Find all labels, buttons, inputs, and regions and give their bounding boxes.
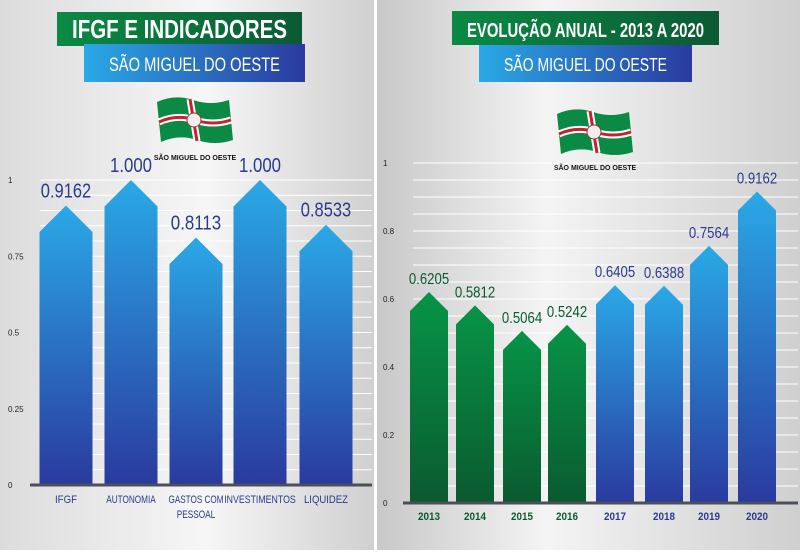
data-label: 0.5812 xyxy=(455,284,495,301)
y-tick-label: 0 xyxy=(8,481,13,490)
bar-investimentos xyxy=(233,180,287,485)
chart-subtitle: SÃO MIGUEL DO OESTE xyxy=(109,54,280,76)
municipal-flag-logo xyxy=(557,109,633,155)
data-label: 0.5064 xyxy=(502,310,542,327)
y-tick-label: 0.75 xyxy=(8,252,24,261)
bar-2013 xyxy=(410,292,448,503)
x-tick-label: INVESTIMENTOS xyxy=(224,494,296,506)
logo-caption: SÃO MIGUEL DO OESTE xyxy=(554,163,637,172)
x-tick-label: 2020 xyxy=(746,511,768,523)
y-tick-label: 0.4 xyxy=(383,363,395,372)
bar-gastos-com-pessoal xyxy=(169,237,223,485)
subtitle-banner xyxy=(479,45,692,82)
title-banner xyxy=(57,12,302,46)
y-tick-label: 0.5 xyxy=(8,329,20,338)
x-tick-label: 2014 xyxy=(464,511,487,523)
bar-2019 xyxy=(690,245,728,503)
bar-2014 xyxy=(456,305,494,503)
y-tick-label: 0 xyxy=(383,499,388,508)
bar-2015 xyxy=(503,330,541,503)
data-label: 0.6205 xyxy=(409,271,449,288)
bar-2020 xyxy=(738,191,776,503)
y-tick-label: 1 xyxy=(383,159,388,168)
y-tick-label: 0.6 xyxy=(383,295,395,304)
x-tick-label: GASTOS COM xyxy=(169,494,224,506)
chart-subtitle: SÃO MIGUEL DO OESTE xyxy=(504,54,667,75)
x-tick-label: 2018 xyxy=(653,511,675,523)
municipal-flag-logo xyxy=(157,97,233,143)
logo-caption: SÃO MIGUEL DO OESTE xyxy=(154,153,237,162)
y-tick-label: 1 xyxy=(8,176,13,185)
data-label: 0.8533 xyxy=(301,200,351,222)
data-label: 0.5242 xyxy=(547,304,587,321)
y-tick-label: 0.25 xyxy=(8,405,24,414)
data-label: 0.8113 xyxy=(171,213,221,235)
x-tick-label: LIQUIDEZ xyxy=(304,494,348,506)
data-label: 1.000 xyxy=(110,155,152,177)
x-tick-label: 2016 xyxy=(556,511,578,523)
data-label: 0.6405 xyxy=(595,264,635,281)
y-tick-label: 0.2 xyxy=(383,431,395,440)
bar-liquidez xyxy=(299,224,353,485)
bar-autonomia xyxy=(104,180,158,485)
data-label: 0.9162 xyxy=(41,181,91,203)
x-tick-label: IFGF xyxy=(55,494,77,506)
data-label: 0.7564 xyxy=(689,225,729,242)
bar-2017 xyxy=(596,285,634,503)
y-tick-label: 0.8 xyxy=(383,227,395,236)
x-tick-label: AUTONOMIA xyxy=(106,494,156,506)
x-tick-label: 2019 xyxy=(698,511,720,523)
data-label: 0.9162 xyxy=(737,170,777,187)
chart-title: EVOLUÇÃO ANUAL - 2013 A 2020 xyxy=(467,19,704,42)
chart-title: IFGF E INDICADORES xyxy=(72,14,287,44)
bar-2016 xyxy=(548,324,586,503)
x-tick-label: PESSOAL xyxy=(177,509,216,521)
data-label: 0.6388 xyxy=(644,265,684,282)
x-tick-label: 2013 xyxy=(418,511,440,523)
bar-2018 xyxy=(645,285,683,503)
bar-ifgf xyxy=(39,205,93,485)
subtitle-banner xyxy=(84,44,305,82)
data-label: 1.000 xyxy=(239,155,281,177)
title-banner xyxy=(452,11,719,45)
ifgf-indicators-chart: IFGF E INDICADORES SÃO MIGUEL DO OESTE SÃO… xyxy=(8,12,372,521)
x-tick-label: 2015 xyxy=(511,511,533,523)
x-tick-label: 2017 xyxy=(604,511,626,523)
annual-evolution-chart: EVOLUÇÃO ANUAL - 2013 A 2020 SÃO MIGUEL D… xyxy=(383,11,798,523)
